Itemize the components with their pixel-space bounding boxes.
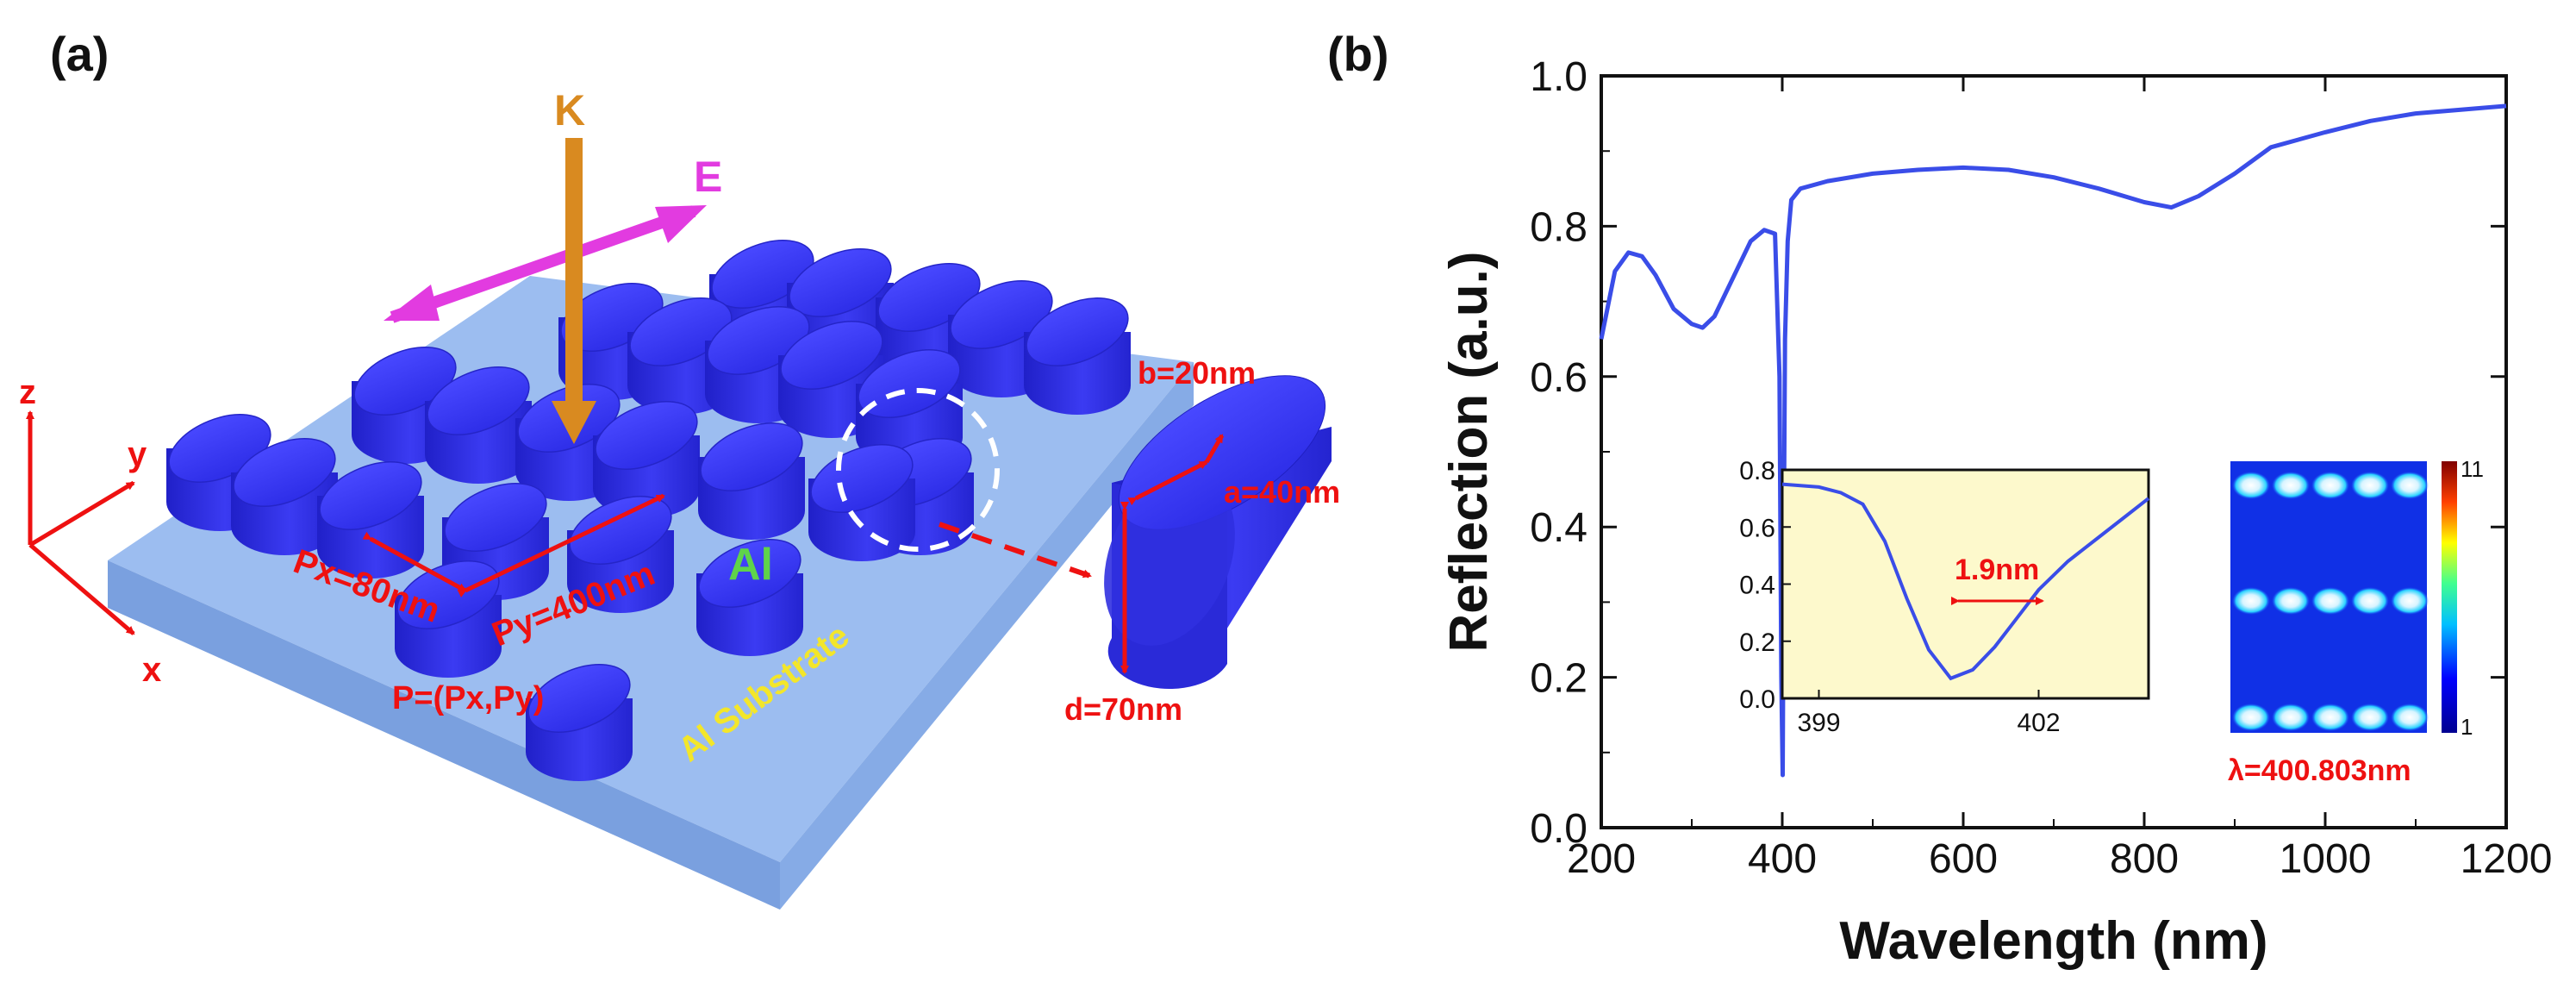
axis-y-label: y <box>128 435 147 473</box>
x-axis-title: Wavelength (nm) <box>1839 911 2267 971</box>
colorbar-min-label: 1 <box>2461 714 2473 740</box>
nanopillar <box>1024 297 1131 415</box>
y-tick-label: 0.2 <box>1530 656 1587 702</box>
field-hotspot <box>2391 587 2429 615</box>
inset-chart: 0.0 0.2 0.4 0.6 0.8 399 402 1.9nm <box>1739 457 2150 737</box>
y-tick-label: 0.6 <box>1530 355 1587 401</box>
a-dimension-label: a=40nm <box>1224 474 1340 510</box>
period-vector-label: P=(Px,Py) <box>392 680 544 716</box>
detail-pointer-arrow <box>939 522 1092 579</box>
axis-z-label: z <box>19 373 36 411</box>
field-hotspot <box>2272 472 2310 499</box>
inset-y-tick-label: 0.4 <box>1739 572 1775 600</box>
y-tick-label: 1.0 <box>1530 54 1587 100</box>
panel-a: (a) b=20nm a=40nm d=70nm <box>19 27 1340 910</box>
y-tick-label: 0.0 <box>1530 806 1587 852</box>
panel-a-label: (a) <box>50 27 109 81</box>
panel-b: (b) 200 400 600 800 1000 1200 0.0 0.2 0.4 0.6 0.8 1… <box>1327 27 2552 971</box>
e-label: E <box>694 153 722 201</box>
field-hotspot <box>2311 587 2349 615</box>
field-hotspot <box>2351 472 2389 499</box>
reflection-curve <box>1599 103 2507 778</box>
k-label: K <box>554 86 585 134</box>
nanopillar <box>696 539 803 656</box>
x-tick-label: 600 <box>1929 836 1998 882</box>
nanopillar <box>425 366 532 484</box>
dimension-arrows <box>1120 434 1225 674</box>
inset-x-tick-label: 399 <box>1797 709 1840 737</box>
nanopillar <box>698 422 805 540</box>
nanopillar <box>231 438 338 555</box>
coordinate-axes <box>26 410 135 635</box>
e-field-arrow <box>384 205 707 323</box>
y-tick-label: 0.4 <box>1530 505 1587 551</box>
d-dimension-label: d=70nm <box>1064 691 1182 727</box>
field-hotspot <box>2391 472 2429 499</box>
field-hotspot <box>2232 704 2270 731</box>
y-axis-title: Reflection (a.u.) <box>1439 251 1499 652</box>
field-map-inset: 11 1 λ=400.803nm <box>2228 456 2484 787</box>
field-hotspot <box>2391 704 2429 731</box>
field-hotspot <box>2311 472 2349 499</box>
axis-x-label: x <box>142 651 161 689</box>
inset-axis-ticks: 0.0 0.2 0.4 0.6 0.8 399 402 <box>1739 457 2060 737</box>
fwhm-label: 1.9nm <box>1955 554 2039 586</box>
inset-curve <box>1781 482 2150 681</box>
nanopillar <box>526 664 633 781</box>
main-axis-ticks: 200 400 600 800 1000 1200 0.0 0.2 0.4 0.6 0.8 1.0 <box>1530 54 2552 882</box>
field-hotspot <box>2351 587 2389 615</box>
period-arrows <box>362 493 665 597</box>
colorbar-max-label: 11 <box>2461 456 2484 482</box>
field-colorbar <box>2442 461 2457 733</box>
field-lambda-label: λ=400.803nm <box>2228 754 2411 787</box>
field-hotspot <box>2311 704 2349 731</box>
inset-x-tick-label: 402 <box>2017 709 2060 737</box>
b-dimension-label: b=20nm <box>1138 355 1256 391</box>
inset-y-tick-label: 0.2 <box>1739 629 1775 657</box>
highlight-circle <box>836 388 1000 552</box>
field-hotspot <box>2272 587 2310 615</box>
field-hotspot <box>2351 704 2389 731</box>
x-tick-label: 800 <box>2110 836 2179 882</box>
field-hotspot <box>2232 587 2270 615</box>
x-tick-label: 1000 <box>2280 836 2372 882</box>
inset-frame <box>1781 468 2150 700</box>
x-tick-label: 400 <box>1748 836 1817 882</box>
inset-y-tick-label: 0.0 <box>1739 685 1775 714</box>
al-label: Al <box>728 540 773 590</box>
y-tick-label: 0.8 <box>1530 204 1587 250</box>
k-vector-arrow <box>552 138 596 444</box>
panel-b-label: (b) <box>1327 27 1389 81</box>
inset-y-tick-label: 0.6 <box>1739 514 1775 542</box>
inset-y-tick-label: 0.8 <box>1739 457 1775 485</box>
x-tick-label: 1200 <box>2461 836 2553 882</box>
field-hotspot <box>2232 472 2270 499</box>
field-hotspots <box>2232 472 2429 731</box>
field-hotspot <box>2272 704 2310 731</box>
x-tick-label: 200 <box>1567 836 1636 882</box>
